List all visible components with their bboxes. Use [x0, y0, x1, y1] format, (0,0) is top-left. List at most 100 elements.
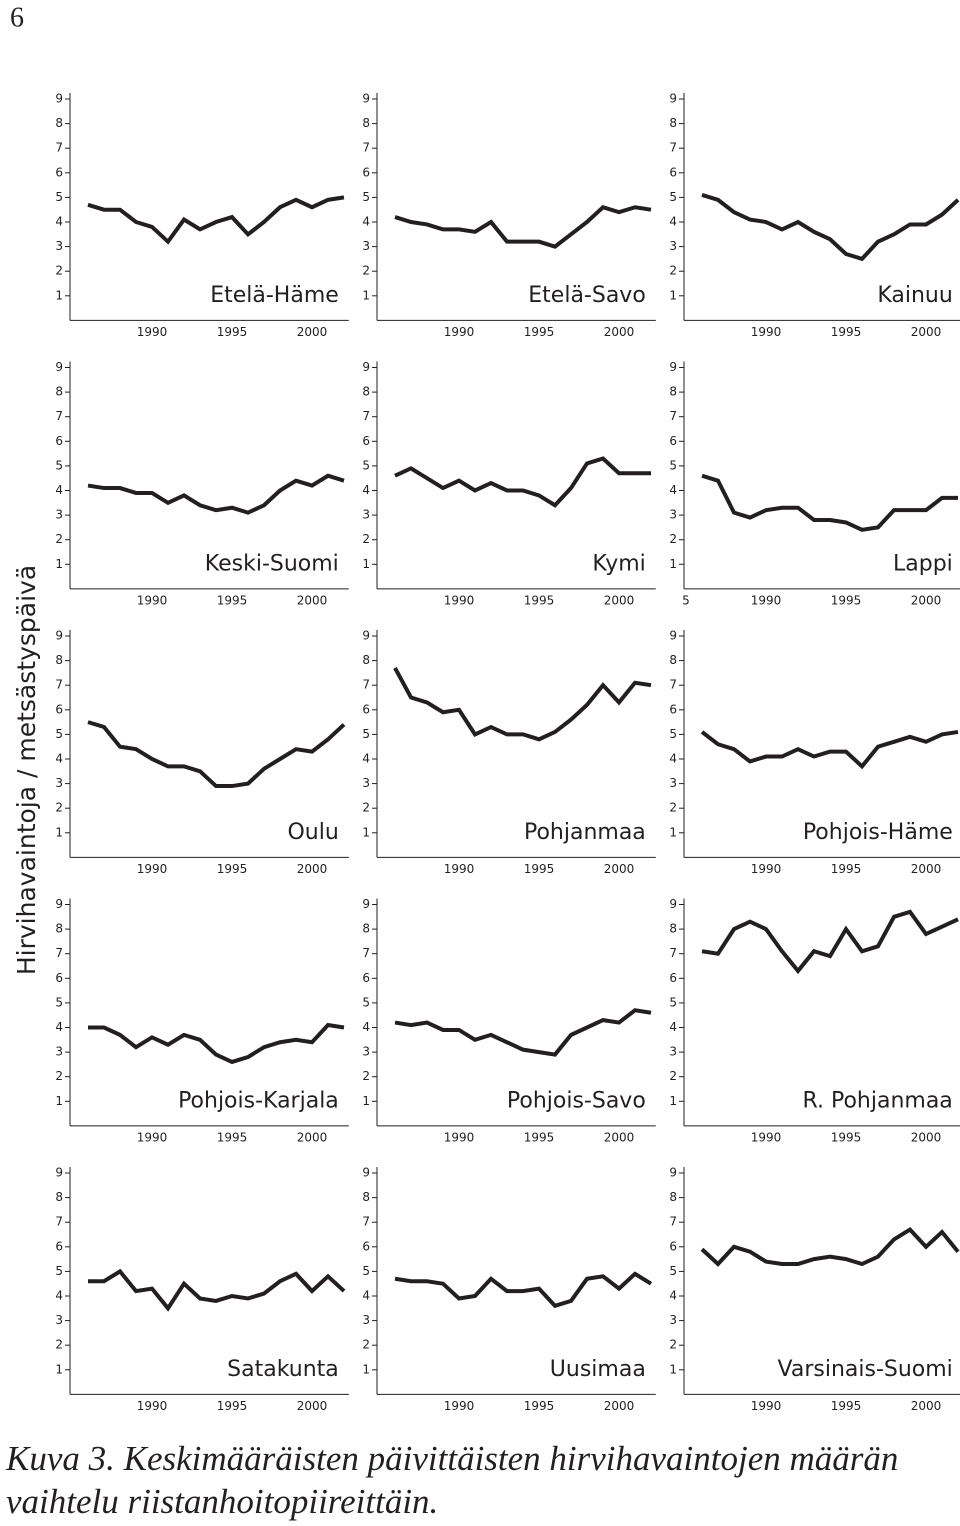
x-tick-label: 1990 [444, 862, 475, 876]
panel-title: R. Pohjanmaa [802, 1088, 952, 1113]
y-tick-label: 7 [55, 409, 63, 423]
x-tick-label: 1990 [751, 1130, 782, 1144]
y-tick-label: 5 [55, 995, 63, 1009]
data-line [88, 1268, 346, 1312]
y-tick-label: 2 [669, 264, 677, 278]
panel-title: Etelä-Savo [528, 283, 646, 308]
y-tick-label: 2 [669, 801, 677, 815]
y-tick-label: 8 [362, 1190, 370, 1204]
y-tick-label: 9 [55, 360, 63, 374]
y-tick-label: 9 [362, 92, 370, 106]
x-tick-label: 5 [682, 593, 690, 607]
y-tick-label: 2 [55, 801, 63, 815]
x-tick-label: 1990 [444, 593, 475, 607]
y-tick-label: 9 [55, 92, 63, 106]
x-tick-label: 1990 [751, 325, 782, 339]
y-tick-label: 8 [362, 922, 370, 936]
y-tick-label: 3 [362, 1313, 370, 1327]
x-tick-label: 2000 [297, 593, 328, 607]
data-line [394, 1271, 653, 1309]
y-tick-label: 6 [362, 165, 370, 179]
data-line [701, 473, 958, 532]
panel-title: Pohjois-Savo [507, 1088, 646, 1113]
y-tick-label: 7 [55, 1215, 63, 1229]
y-tick-label: 2 [669, 1338, 677, 1352]
panel-title: Kymi [592, 551, 645, 576]
x-tick-label: 1995 [524, 325, 555, 339]
y-tick-label: 5 [669, 458, 677, 472]
y-tick-label: 9 [669, 1166, 677, 1180]
y-tick-label: 3 [669, 1045, 677, 1059]
y-tick-label: 4 [669, 1289, 677, 1303]
panel-title: Pohjois-Karjala [178, 1088, 339, 1113]
x-tick-label: 1990 [444, 325, 475, 339]
data-line [700, 729, 959, 770]
data-line [394, 204, 652, 249]
y-tick-label: 5 [362, 1264, 370, 1278]
y-tick-label: 3 [669, 776, 677, 790]
y-tick-label: 4 [55, 483, 63, 497]
y-tick-label: 5 [669, 190, 677, 204]
y-tick-label: 4 [362, 752, 370, 766]
panel-title: Keski-Suomi [205, 551, 339, 576]
x-tick-label: 1995 [217, 593, 248, 607]
data-line [394, 1008, 652, 1057]
y-tick-label: 7 [669, 141, 677, 155]
y-tick-label: 4 [55, 215, 63, 229]
y-tick-label: 7 [669, 946, 677, 960]
x-tick-label: 1995 [831, 1399, 862, 1413]
y-tick-label: 4 [55, 1020, 63, 1034]
y-tick-label: 5 [55, 1264, 63, 1278]
y-tick-label: 4 [669, 752, 677, 766]
y-tick-label: 8 [362, 116, 370, 130]
x-tick-label: 2000 [297, 1399, 328, 1413]
y-tick-label: 5 [669, 995, 677, 1009]
y-tick-label: 1 [55, 1094, 63, 1108]
y-tick-label: 9 [669, 629, 677, 643]
x-tick-label: 2000 [911, 1130, 942, 1144]
x-tick-label: 1990 [137, 593, 168, 607]
x-tick-label: 1995 [217, 862, 248, 876]
y-tick-label: 5 [55, 727, 63, 741]
panel-title: Kainuu [877, 283, 952, 308]
y-tick-label: 8 [55, 653, 63, 667]
y-tick-label: 6 [362, 702, 370, 716]
y-tick-label: 1 [362, 825, 370, 839]
x-tick-label: 2000 [604, 1130, 635, 1144]
x-tick-label: 2000 [604, 862, 635, 876]
y-tick-label: 3 [55, 1313, 63, 1327]
y-tick-label: 4 [669, 483, 677, 497]
y-tick-label: 3 [362, 239, 370, 253]
y-tick-label: 7 [362, 409, 370, 423]
y-tick-label: 8 [55, 1190, 63, 1204]
x-tick-label: 1995 [524, 593, 555, 607]
y-tick-label: 1 [362, 1094, 370, 1108]
y-tick-label: 6 [669, 434, 677, 448]
x-tick-label: 1995 [217, 1130, 248, 1144]
y-tick-label: 3 [55, 1045, 63, 1059]
y-tick-label: 6 [55, 434, 63, 448]
x-tick-label: 1995 [524, 1130, 555, 1144]
x-tick-label: 2000 [911, 593, 942, 607]
x-tick-label: 1995 [831, 862, 862, 876]
y-tick-label: 2 [362, 1338, 370, 1352]
x-tick-label: 1990 [137, 325, 168, 339]
y-tick-label: 5 [55, 190, 63, 204]
y-tick-label: 2 [362, 1069, 370, 1083]
y-tick-label: 7 [55, 678, 63, 692]
y-tick-label: 6 [669, 971, 677, 985]
y-tick-label: 2 [669, 1069, 677, 1083]
y-tick-label: 5 [669, 1264, 677, 1278]
data-line [87, 473, 345, 515]
y-tick-label: 8 [55, 922, 63, 936]
x-tick-label: 1990 [444, 1399, 475, 1413]
y-tick-label: 7 [362, 678, 370, 692]
data-line [701, 909, 959, 975]
y-tick-label: 1 [55, 825, 63, 839]
y-tick-label: 8 [55, 385, 63, 399]
caption: Kuva 3. Keskimääräisten päivittäisten hi… [5, 1439, 898, 1478]
x-tick-label: 1990 [751, 1399, 782, 1413]
y-tick-label: 1 [362, 1362, 370, 1376]
y-tick-label: 2 [362, 801, 370, 815]
